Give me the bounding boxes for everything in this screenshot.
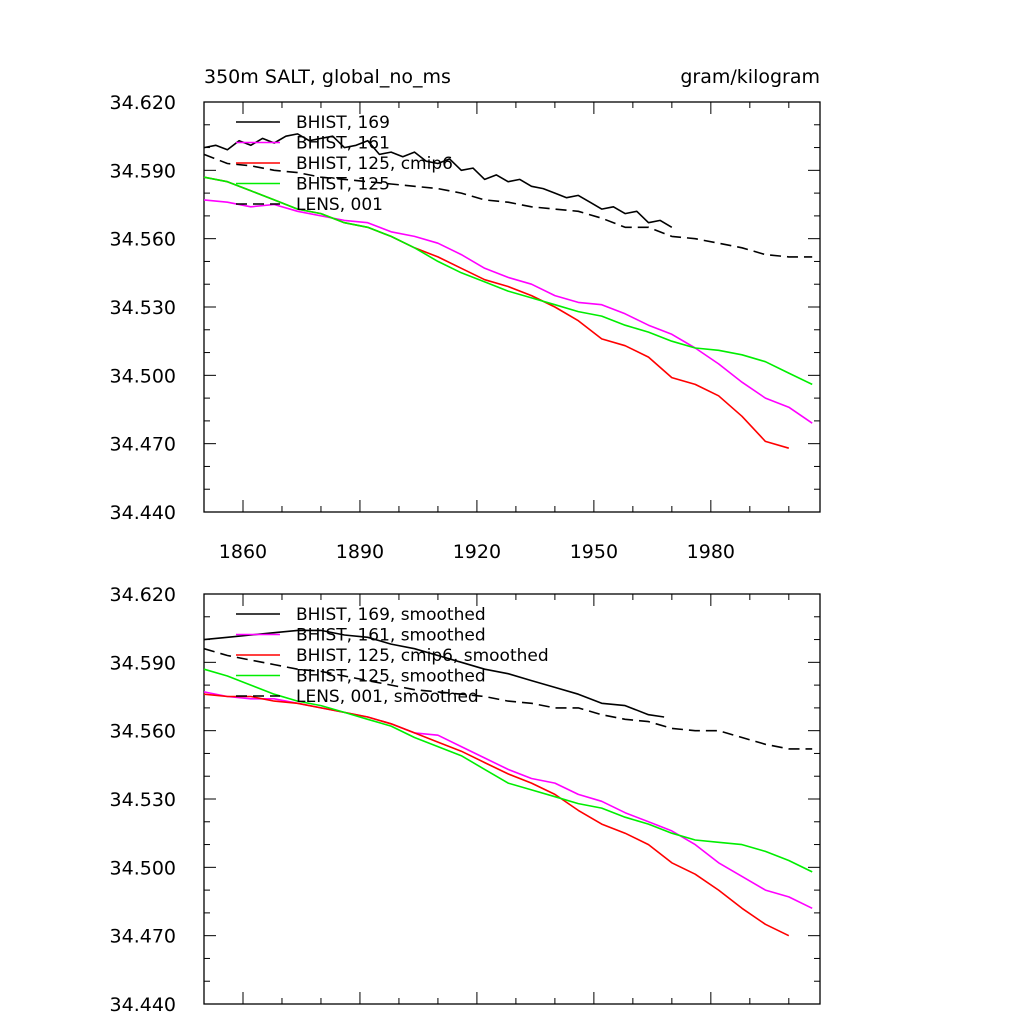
chart-title-right: gram/kilogram <box>680 66 820 88</box>
y-tick-label: 34.560 <box>110 229 176 251</box>
series-line-5 <box>203 153 813 258</box>
legend-label: LENS, 001, smoothed <box>296 687 479 707</box>
x-tick-label: 1860 <box>219 541 267 563</box>
x-tick-label: 1950 <box>570 541 618 563</box>
series-line-4 <box>203 668 813 873</box>
y-tick-label: 34.470 <box>110 926 176 948</box>
series-line-1 <box>203 133 673 228</box>
series-line-2 <box>203 691 813 910</box>
series-line-3 <box>203 693 790 937</box>
y-tick-label: 34.590 <box>110 652 176 674</box>
x-tick-label: 1920 <box>453 541 501 563</box>
y-tick-label: 34.470 <box>110 434 176 456</box>
series-line-3 <box>203 176 790 449</box>
y-tick-label: 34.620 <box>110 584 176 606</box>
legend-label: BHIST, 169 <box>296 113 390 133</box>
series-line-1 <box>203 629 665 718</box>
x-tick-label: 1980 <box>687 541 735 563</box>
x-tick-label: 1890 <box>336 541 384 563</box>
y-tick-label: 34.500 <box>110 857 176 879</box>
legend-label: BHIST, 125 <box>296 175 390 195</box>
y-tick-label: 34.440 <box>110 994 176 1016</box>
chart-panel-1: 34.620 34.590 34.560 34.530 34.500 34.470 34.4… <box>110 66 821 563</box>
series-line-2 <box>203 199 813 424</box>
y-tick-label: 34.590 <box>110 160 176 182</box>
chart-panel-2: 34.620 34.590 34.560 34.530 34.500 34.470 34.4… <box>110 584 821 1016</box>
y-tick-label: 34.500 <box>110 365 176 387</box>
legend-label: BHIST, 125, cmip6 <box>296 154 453 174</box>
y-tick-label: 34.560 <box>110 721 176 743</box>
series-line-4 <box>203 176 813 386</box>
legend-label: BHIST, 125, cmip6, smoothed <box>296 646 549 666</box>
y-tick-label: 34.440 <box>110 502 176 524</box>
legend-label: BHIST, 161 <box>296 134 390 154</box>
y-tick-label: 34.530 <box>110 297 176 319</box>
y-tick-label: 34.620 <box>110 92 176 114</box>
legend-label: LENS, 001 <box>296 195 383 215</box>
series-line-5 <box>203 647 813 750</box>
chart-title-left: 350m SALT, global_no_ms <box>204 66 451 88</box>
legend-label: BHIST, 161, smoothed <box>296 626 486 646</box>
legend-label: BHIST, 169, smoothed <box>296 605 486 625</box>
legend-label: BHIST, 125, smoothed <box>296 667 486 687</box>
y-tick-label: 34.530 <box>110 789 176 811</box>
